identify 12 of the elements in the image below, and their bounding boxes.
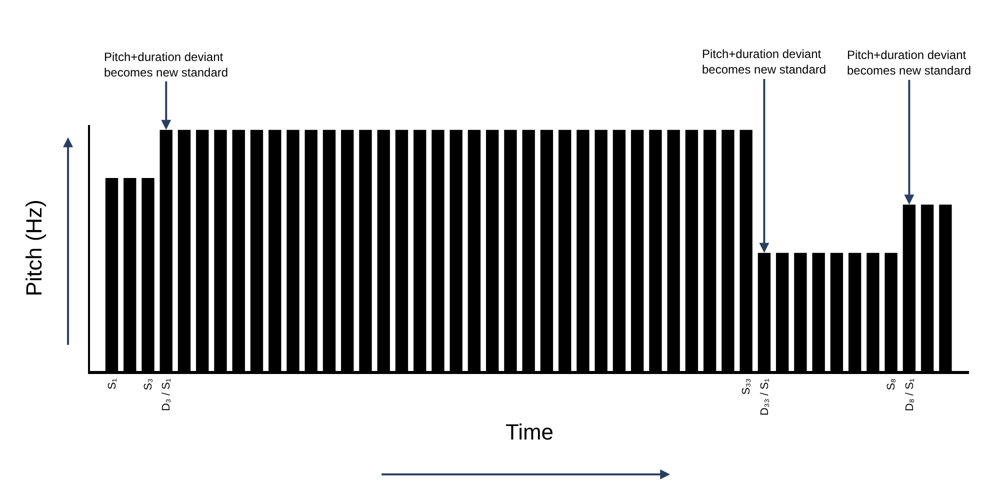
x-tick-label: S₈ — [886, 378, 898, 390]
y-axis-title: Pitch (Hz) — [21, 200, 46, 296]
annotation: Pitch+duration deviant becomes new standard — [847, 48, 972, 78]
x-tick-label: D₃₃ / S₁ — [758, 378, 771, 416]
x-axis-title: Time — [505, 419, 554, 444]
x-tick-label: D₃ / S₁ — [160, 378, 173, 412]
x-tick-label: S₃₃ — [740, 378, 753, 395]
annotation: Pitch+duration deviant becomes new standard — [104, 50, 228, 80]
x-tick-label: S₁ — [106, 378, 118, 390]
x-tick-label: D₈ / S₁ — [904, 378, 916, 412]
x-tick-label: S₃ — [142, 378, 155, 390]
annotation: Pitch+duration deviant becomes new standard — [702, 47, 826, 77]
